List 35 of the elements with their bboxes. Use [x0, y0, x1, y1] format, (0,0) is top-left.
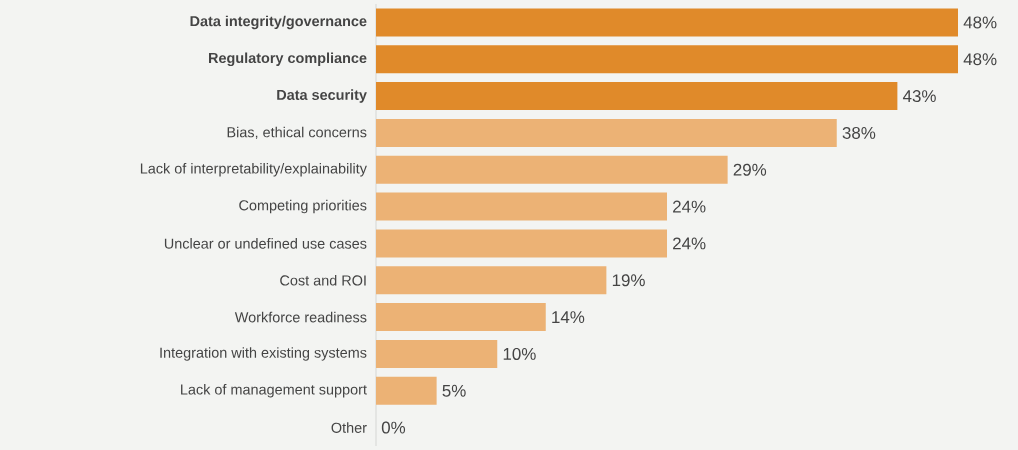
data-label: 19%	[612, 274, 645, 287]
bar	[376, 376, 437, 405]
y-tick-label: Lack of management support	[181, 384, 367, 398]
y-tick-label: Integration with existing systems	[160, 347, 367, 361]
y-tick-label: Regulatory compliance	[209, 52, 367, 67]
data-label: 48%	[963, 16, 997, 29]
bar	[376, 303, 546, 332]
bar	[376, 155, 728, 184]
data-label: 43%	[902, 90, 936, 103]
y-tick-label: Data integrity/governance	[190, 15, 367, 30]
data-label: 48%	[963, 53, 997, 66]
bar	[376, 229, 667, 258]
bar	[376, 192, 667, 221]
bar	[376, 82, 898, 111]
y-tick-label: Unclear or undefined use cases	[164, 238, 367, 249]
data-label: 24%	[673, 237, 706, 250]
y-tick-label: Lack of interpretability/explainability	[140, 163, 367, 177]
data-label: 10%	[503, 347, 536, 360]
data-label: 29%	[733, 163, 767, 176]
data-label: 14%	[552, 311, 585, 323]
y-tick-label: Competing priorities	[239, 199, 367, 214]
y-tick-label: Data security	[277, 89, 367, 103]
data-label: 0%	[381, 421, 406, 434]
y-tick-label: Workforce readiness	[234, 311, 367, 323]
data-label: 38%	[842, 126, 876, 139]
data-label: 5%	[442, 384, 466, 397]
bar	[376, 118, 837, 147]
bar	[376, 45, 958, 74]
y-tick-label: Bias, ethical concerns	[227, 126, 367, 140]
y-tick-label: Cost and ROI	[280, 274, 366, 286]
bar	[376, 266, 607, 295]
bar	[376, 8, 958, 37]
bar	[376, 339, 498, 368]
y-tick-label: Other	[331, 422, 367, 433]
data-label: 24%	[673, 200, 706, 213]
